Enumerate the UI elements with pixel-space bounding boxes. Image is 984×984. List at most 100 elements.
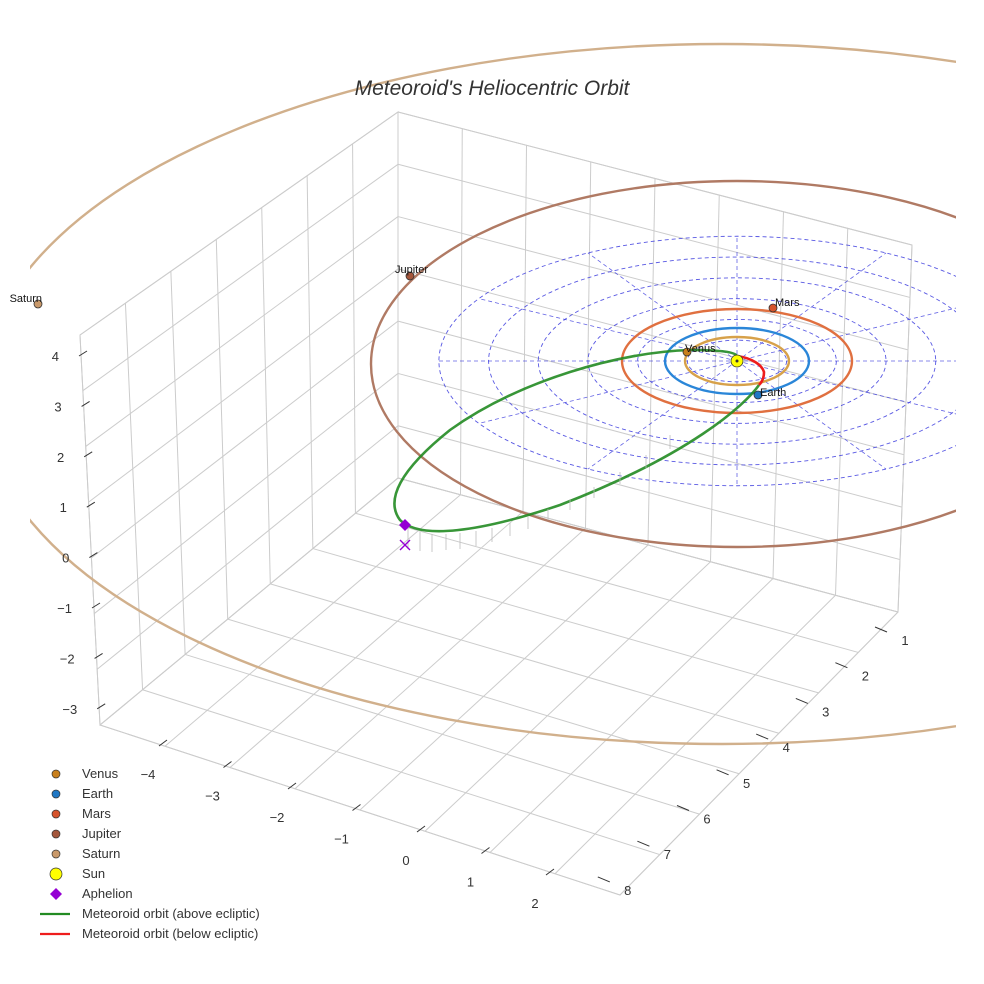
- legend-line-icon: [40, 912, 70, 916]
- legend-item-meteoroid-orbit-above-ecliptic[interactable]: Meteoroid orbit (above ecliptic): [38, 904, 338, 924]
- z-tick-label: 3: [54, 399, 61, 414]
- legend-item-aphelion[interactable]: Aphelion: [38, 884, 338, 904]
- z-tick: [83, 451, 93, 458]
- x-tick-label: 2: [531, 896, 538, 911]
- legend-label: Jupiter: [82, 826, 122, 841]
- dot-icon: [51, 789, 61, 799]
- z-tick-label: 2: [57, 450, 64, 465]
- ecliptic-grid-radial: [736, 252, 887, 362]
- x-tick: [416, 825, 426, 833]
- ecliptic-grid-ring: [438, 235, 956, 487]
- wall-gridline: [835, 228, 849, 596]
- x-tick-label: −1: [334, 832, 349, 847]
- wall-gridline: [647, 178, 656, 546]
- y-tick-label: 8: [624, 883, 631, 898]
- dot-icon: [51, 829, 61, 839]
- x-tick-label: −3: [205, 789, 220, 804]
- legend-symbol: [51, 849, 61, 859]
- planet-label-mars: Mars: [775, 297, 800, 309]
- wall-gridline: [85, 216, 399, 447]
- ecliptic-grid-radial: [587, 360, 738, 470]
- z-tick: [96, 703, 106, 710]
- planet-marker-earth[interactable]: [753, 390, 763, 400]
- y-tick-label: 3: [822, 704, 829, 719]
- axis-grid: [79, 111, 913, 896]
- meteoroid-orbit-below: [736, 354, 766, 386]
- wall-gridline: [397, 111, 913, 246]
- ecliptic-grid-radial: [478, 360, 738, 424]
- legend-symbol: [49, 867, 63, 881]
- floor-gridline: [229, 511, 524, 768]
- y-tick: [835, 662, 848, 669]
- y-tick-label: 2: [862, 669, 869, 684]
- x-tick: [481, 847, 490, 854]
- planet-label-venus: Venus: [685, 343, 716, 355]
- z-tick: [78, 350, 88, 357]
- legend-symbol: [50, 888, 62, 900]
- orbit-saturn: [30, 42, 956, 746]
- wall-gridline: [93, 373, 399, 614]
- wall-gridline: [82, 163, 399, 392]
- wall-gridline: [99, 477, 399, 726]
- y-tick-label: 6: [703, 812, 710, 827]
- x-tick-label: −4: [141, 767, 156, 782]
- wall-gridline: [522, 145, 527, 512]
- wall-gridline: [585, 161, 592, 529]
- legend-label: Venus: [82, 766, 119, 781]
- legend-symbol: [51, 809, 61, 819]
- orbits-layer: [30, 42, 956, 746]
- ecliptic-grid-radial: [736, 307, 956, 362]
- z-tick: [86, 501, 96, 508]
- wall-gridline: [96, 425, 399, 670]
- legend-item-sun[interactable]: Sun: [38, 864, 338, 884]
- x-tick-label: −2: [270, 810, 285, 825]
- wall-gridline: [397, 477, 899, 613]
- legend-label: Aphelion: [82, 886, 133, 901]
- legend-item-meteoroid-orbit-below-ecliptic[interactable]: Meteoroid orbit (below ecliptic): [38, 924, 338, 944]
- wall-gridline: [79, 334, 101, 726]
- legend-item-earth[interactable]: Earth: [38, 784, 338, 804]
- y-tick-label: 5: [743, 776, 750, 791]
- wall-gridline: [261, 207, 271, 584]
- y-tick: [676, 805, 690, 811]
- wall-gridline: [772, 211, 784, 579]
- back-wall-left: [79, 111, 399, 727]
- floor-gridline: [359, 544, 649, 811]
- diamond-icon: [50, 888, 62, 900]
- planet-marker-venus[interactable]: [682, 347, 692, 357]
- x-tick: [158, 739, 168, 747]
- dot-icon: [51, 849, 61, 859]
- chart-title: Meteoroid's Heliocentric Orbit: [355, 77, 631, 100]
- planet-label-saturn: Saturn: [10, 293, 42, 305]
- marks-layer: Venus Earth Mars Jupiter Saturn: [10, 264, 800, 552]
- floor-gridline: [619, 611, 899, 896]
- legend-symbol: [51, 829, 61, 839]
- x-tick: [545, 868, 555, 876]
- wall-gridline: [88, 268, 399, 503]
- wall-gridline: [306, 175, 314, 549]
- dot-icon: [51, 809, 61, 819]
- planet-marker-jupiter[interactable]: [405, 271, 415, 281]
- z-tick: [89, 552, 98, 559]
- legend-item-jupiter[interactable]: Jupiter: [38, 824, 338, 844]
- legend-item-saturn[interactable]: Saturn: [38, 844, 338, 864]
- wall-gridline: [79, 111, 399, 336]
- legend-label: Mars: [82, 806, 111, 821]
- planet-marker-saturn[interactable]: [33, 299, 43, 309]
- dot-icon: [51, 769, 61, 779]
- floor-gridline: [554, 594, 836, 875]
- legend-item-mars[interactable]: Mars: [38, 804, 338, 824]
- y-tick-label: 1: [901, 633, 908, 648]
- z-tick-label: −2: [60, 651, 75, 666]
- orbit-venus: [683, 335, 791, 387]
- x-tick: [287, 782, 297, 790]
- planet-label-jupiter: Jupiter: [395, 264, 428, 276]
- orbit-mars: [620, 307, 854, 415]
- y-tick: [716, 769, 729, 776]
- aphelion-marker[interactable]: [399, 519, 411, 531]
- planet-marker-mars[interactable]: [768, 303, 778, 313]
- y-tick: [597, 876, 610, 883]
- legend-item-venus[interactable]: Venus: [38, 764, 338, 784]
- y-tick: [874, 626, 888, 633]
